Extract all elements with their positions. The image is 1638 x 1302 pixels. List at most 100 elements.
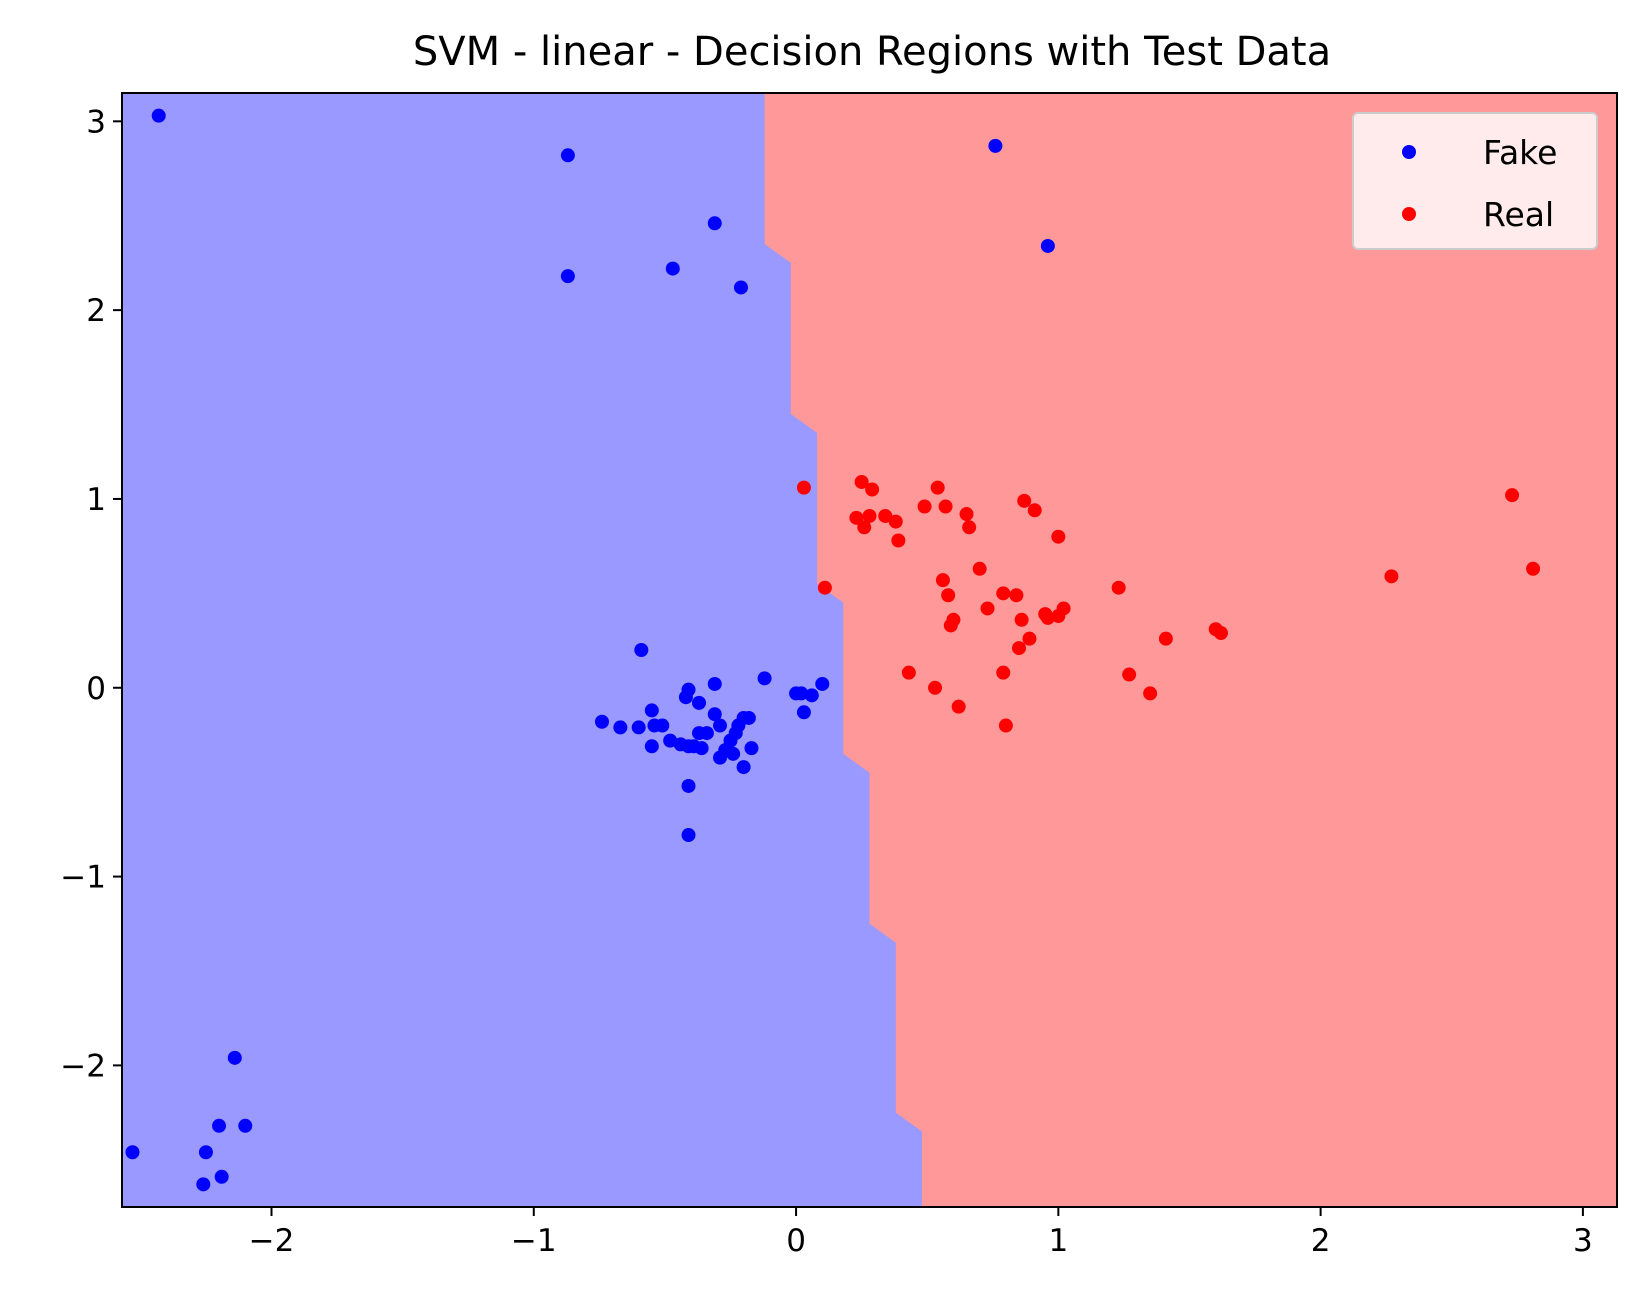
point-fake — [665, 261, 680, 276]
point-real — [972, 561, 987, 576]
legend: Fake Real — [1352, 112, 1598, 250]
point-fake — [594, 714, 609, 729]
point-real — [951, 699, 966, 714]
point-real — [1009, 588, 1024, 603]
point-fake — [634, 643, 649, 657]
point-real — [891, 533, 906, 548]
point-fake — [644, 739, 659, 754]
legend-label-fake: Fake — [1483, 133, 1557, 172]
y-tick-label: 1 — [86, 482, 106, 518]
x-tick-label: −1 — [511, 1223, 557, 1259]
point-fake — [736, 760, 751, 775]
point-real — [862, 508, 877, 523]
point-fake — [741, 710, 756, 725]
point-fake — [988, 138, 1003, 153]
point-fake — [198, 1145, 213, 1160]
point-fake — [804, 688, 819, 703]
point-fake — [560, 269, 575, 284]
axes: −2 −1 0 1 2 3 −2 −1 0 1 2 3 — [60, 92, 1618, 1259]
point-fake — [757, 671, 772, 686]
x-tick-label: −2 — [249, 1223, 295, 1259]
point-fake — [655, 718, 670, 733]
x-tick-label: 0 — [786, 1223, 806, 1259]
point-real — [854, 474, 869, 489]
point-fake — [644, 703, 659, 718]
point-fake — [713, 718, 727, 733]
point-fake — [694, 741, 709, 756]
point-real — [1022, 631, 1037, 646]
point-fake — [125, 1145, 140, 1160]
point-fake — [726, 746, 741, 761]
point-real — [941, 588, 956, 603]
point-fake — [744, 741, 759, 756]
point-real — [1143, 686, 1158, 701]
point-real — [943, 618, 958, 633]
point-real — [996, 665, 1011, 680]
point-real — [1051, 529, 1066, 544]
point-fake — [699, 726, 714, 741]
point-real — [1014, 612, 1029, 627]
y-tick-label: 3 — [86, 104, 106, 140]
point-real — [1505, 488, 1520, 503]
y-tick-label: −2 — [60, 1048, 106, 1084]
plot-area — [122, 93, 1617, 1207]
point-real — [1213, 626, 1228, 641]
point-real — [996, 586, 1011, 601]
point-real — [959, 507, 974, 522]
point-real — [938, 499, 953, 514]
point-real — [817, 580, 832, 595]
legend-marker-real — [1402, 207, 1416, 221]
axes-frame — [121, 92, 1618, 1208]
point-fake — [815, 676, 830, 691]
point-real — [1017, 493, 1032, 508]
point-fake — [707, 707, 722, 722]
point-fake — [238, 1118, 253, 1133]
point-fake — [794, 686, 809, 701]
x-tick-label: 2 — [1311, 1223, 1331, 1259]
point-real — [796, 480, 811, 495]
point-fake — [196, 1177, 211, 1192]
point-fake — [681, 828, 696, 843]
point-fake — [681, 682, 696, 697]
point-real — [1122, 667, 1137, 682]
point-fake — [681, 778, 696, 793]
point-fake — [613, 720, 628, 735]
y-tick-label: −1 — [60, 860, 106, 896]
y-tick-label: 2 — [86, 293, 106, 329]
point-real — [865, 482, 880, 497]
point-real — [878, 508, 893, 523]
point-fake — [733, 280, 748, 295]
point-fake — [151, 108, 166, 123]
point-fake — [796, 705, 811, 720]
point-fake — [227, 1050, 242, 1065]
point-real — [1056, 601, 1071, 616]
region-fake — [122, 93, 922, 1207]
legend-marker-fake — [1402, 145, 1416, 159]
point-fake — [560, 148, 575, 163]
point-real — [849, 510, 864, 525]
series-fake — [125, 108, 1055, 1192]
point-real — [1158, 631, 1173, 646]
point-real — [1027, 503, 1042, 518]
chart-title: SVM - linear - Decision Regions with Tes… — [413, 29, 1331, 75]
point-real — [917, 499, 932, 514]
x-tick-label: 1 — [1048, 1223, 1068, 1259]
point-real — [928, 680, 943, 695]
point-real — [1111, 580, 1126, 595]
point-fake — [214, 1169, 229, 1184]
point-real — [935, 573, 950, 588]
point-real — [1526, 561, 1541, 576]
point-real — [930, 480, 945, 495]
point-real — [1040, 610, 1055, 625]
point-real — [857, 520, 872, 535]
point-fake — [707, 216, 722, 231]
point-fake — [212, 1118, 227, 1133]
series-real — [796, 474, 1541, 733]
point-fake — [707, 676, 722, 691]
point-real — [888, 514, 903, 529]
point-fake — [631, 720, 646, 735]
point-real — [962, 520, 977, 535]
point-fake — [1040, 238, 1055, 253]
point-real — [980, 601, 995, 616]
